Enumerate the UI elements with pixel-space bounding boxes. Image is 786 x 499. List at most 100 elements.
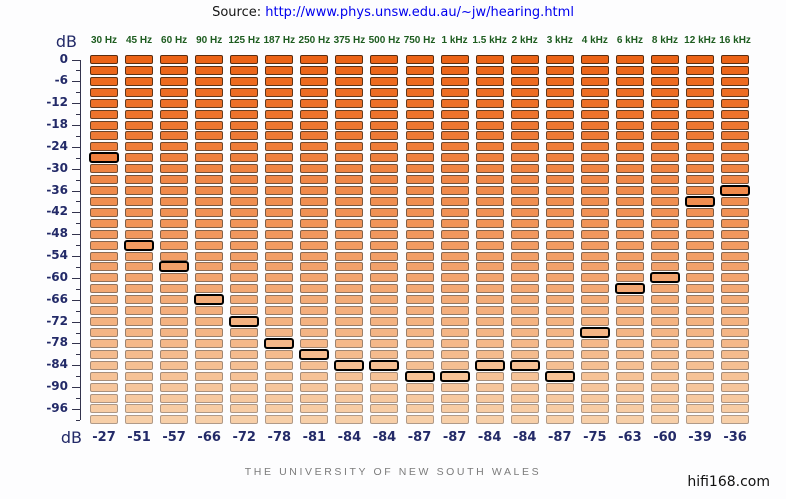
eq-segment[interactable] [475, 186, 504, 196]
eq-segment[interactable] [335, 273, 364, 283]
eq-segment[interactable] [195, 328, 224, 337]
eq-segment[interactable] [545, 382, 574, 392]
eq-segment[interactable] [721, 109, 750, 119]
eq-segment[interactable] [580, 262, 609, 272]
eq-segment[interactable] [125, 207, 154, 217]
eq-segment[interactable] [615, 240, 644, 250]
eq-segment[interactable] [545, 251, 574, 261]
eq-segment[interactable] [545, 273, 574, 283]
eq-segment[interactable] [405, 109, 434, 119]
eq-segment[interactable] [90, 76, 118, 86]
eq-segment[interactable] [125, 76, 154, 86]
eq-segment[interactable] [265, 240, 294, 250]
eq-segment[interactable] [265, 142, 294, 152]
eq-segment[interactable] [580, 87, 609, 97]
eq-segment[interactable] [686, 317, 715, 327]
eq-segment[interactable] [160, 131, 189, 141]
eq-segment[interactable] [580, 109, 609, 119]
eq-segment[interactable] [440, 175, 469, 185]
eq-segment[interactable] [195, 262, 224, 272]
eq-segment[interactable] [335, 98, 364, 108]
eq-segment[interactable] [686, 131, 715, 141]
eq-segment[interactable] [545, 76, 574, 86]
eq-segment[interactable] [195, 196, 224, 206]
eq-segment[interactable] [125, 371, 154, 381]
eq-segment[interactable] [90, 382, 118, 392]
eq-segment[interactable] [370, 164, 399, 174]
eq-segment[interactable] [510, 393, 539, 403]
eq-segment[interactable] [195, 207, 224, 217]
eq-segment[interactable] [686, 229, 715, 239]
eq-segment[interactable] [721, 120, 750, 130]
eq-segment[interactable] [90, 218, 118, 228]
eq-segment[interactable] [510, 175, 539, 185]
eq-segment[interactable] [615, 317, 644, 327]
eq-segment[interactable] [230, 360, 259, 370]
eq-segment[interactable] [475, 273, 504, 283]
eq-segment[interactable] [405, 404, 434, 414]
eq-segment[interactable] [686, 262, 715, 272]
eq-segment[interactable] [265, 317, 294, 327]
eq-segment[interactable] [265, 196, 294, 206]
eq-segment[interactable] [195, 317, 224, 327]
eq-segment[interactable] [721, 338, 750, 348]
eq-segment[interactable] [90, 393, 118, 403]
eq-segment[interactable] [510, 371, 539, 381]
eq-segment[interactable] [650, 153, 679, 163]
eq-segment[interactable] [510, 196, 539, 206]
eq-segment[interactable] [160, 218, 189, 228]
eq-segment[interactable] [686, 404, 715, 414]
eq-segment[interactable] [650, 349, 679, 359]
eq-segment[interactable] [721, 251, 750, 261]
eq-segment[interactable] [686, 371, 715, 381]
eq-segment[interactable] [686, 207, 715, 217]
eq-segment[interactable] [405, 55, 434, 64]
eq-segment[interactable] [440, 87, 469, 97]
eq-segment[interactable] [545, 207, 574, 217]
eq-segment[interactable] [545, 98, 574, 108]
eq-segment[interactable] [580, 142, 609, 152]
eq-segment[interactable] [650, 251, 679, 261]
eq-segment[interactable] [230, 87, 259, 97]
eq-segment[interactable] [90, 196, 118, 206]
eq-segment[interactable] [230, 120, 259, 130]
eq-segment[interactable] [300, 142, 329, 152]
eq-segment[interactable] [125, 295, 154, 305]
eq-segment[interactable] [615, 76, 644, 86]
eq-segment[interactable] [230, 76, 259, 86]
eq-segment[interactable] [265, 382, 294, 392]
eq-segment[interactable] [160, 317, 189, 327]
eq-segment[interactable] [160, 284, 189, 294]
eq-segment[interactable] [475, 98, 504, 108]
eq-segment[interactable] [405, 120, 434, 130]
eq-segment[interactable] [90, 328, 118, 337]
eq-segment[interactable] [510, 229, 539, 239]
eq-segment[interactable] [545, 186, 574, 196]
eq-segment[interactable] [90, 262, 118, 272]
eq-segment[interactable] [160, 65, 189, 75]
eq-segment[interactable] [195, 251, 224, 261]
eq-segment[interactable] [650, 360, 679, 370]
eq-segment[interactable] [405, 415, 434, 425]
eq-segment[interactable] [300, 415, 329, 425]
eq-segment[interactable] [370, 120, 399, 130]
eq-segment-selected[interactable] [229, 316, 260, 328]
eq-segment[interactable] [686, 142, 715, 152]
eq-segment[interactable] [440, 65, 469, 75]
eq-segment[interactable] [230, 393, 259, 403]
eq-segment[interactable] [615, 218, 644, 228]
eq-segment[interactable] [510, 120, 539, 130]
eq-segment[interactable] [90, 360, 118, 370]
eq-segment[interactable] [335, 371, 364, 381]
eq-segment[interactable] [440, 196, 469, 206]
eq-segment[interactable] [300, 317, 329, 327]
eq-segment[interactable] [230, 338, 259, 348]
eq-segment[interactable] [721, 240, 750, 250]
eq-segment[interactable] [160, 196, 189, 206]
eq-segment[interactable] [90, 317, 118, 327]
eq-segment[interactable] [440, 207, 469, 217]
eq-segment[interactable] [405, 251, 434, 261]
eq-segment[interactable] [650, 328, 679, 337]
eq-segment[interactable] [230, 284, 259, 294]
eq-segment[interactable] [405, 175, 434, 185]
